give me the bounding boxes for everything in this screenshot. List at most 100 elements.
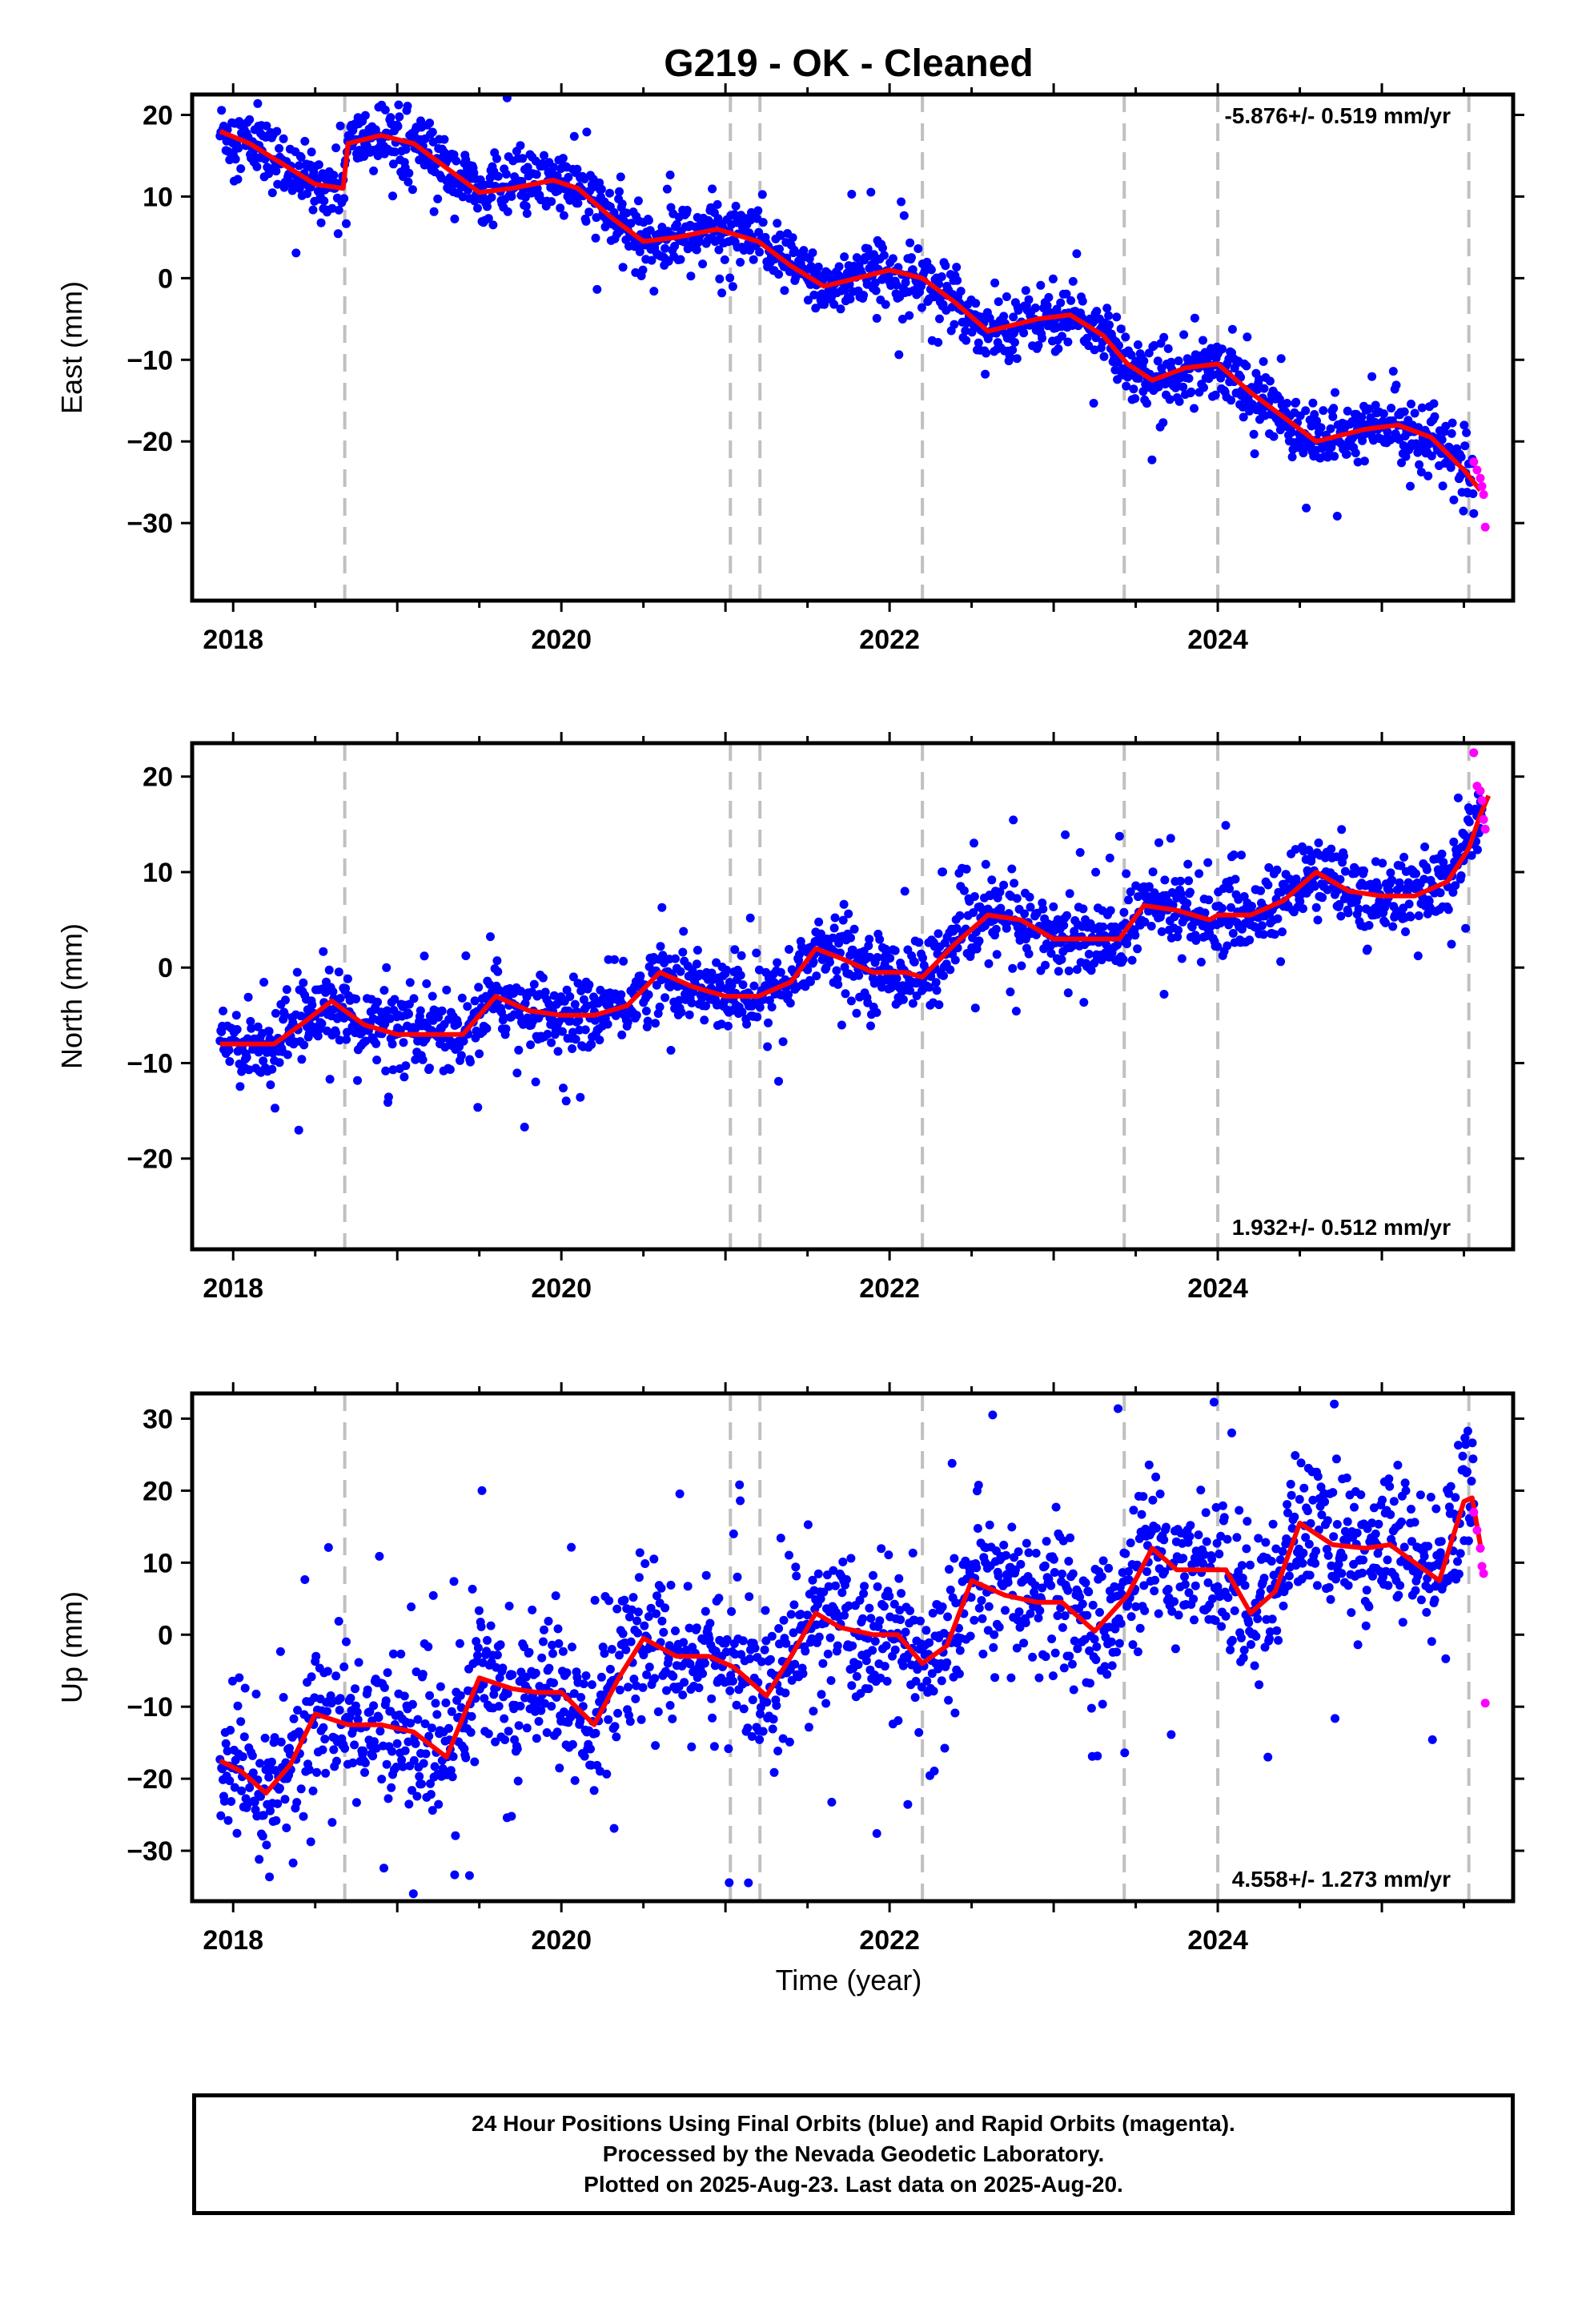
final-orbit-point xyxy=(788,233,797,243)
final-orbit-point xyxy=(425,119,435,128)
final-orbit-point xyxy=(400,1072,409,1082)
final-orbit-point xyxy=(1469,509,1479,518)
final-orbit-point xyxy=(581,1671,591,1680)
final-orbit-point xyxy=(1098,923,1108,931)
final-orbit-point xyxy=(348,1758,358,1767)
final-orbit-point xyxy=(682,206,692,215)
final-orbit-point xyxy=(292,967,302,977)
final-orbit-point xyxy=(1328,412,1338,421)
final-orbit-point xyxy=(522,209,532,219)
final-orbit-point xyxy=(1381,918,1390,927)
final-orbit-point xyxy=(755,1735,765,1744)
final-orbit-point xyxy=(565,992,575,1001)
final-orbit-point xyxy=(789,1600,799,1610)
final-orbit-point xyxy=(758,218,768,227)
final-orbit-point xyxy=(404,1799,414,1809)
final-orbit-point xyxy=(670,241,680,251)
final-orbit-point xyxy=(300,136,310,146)
final-orbit-point xyxy=(1416,468,1426,476)
rapid-orbit-point xyxy=(1477,796,1487,806)
final-orbit-point xyxy=(954,1669,964,1679)
final-orbit-point xyxy=(715,979,725,988)
final-orbit-point xyxy=(1157,927,1166,936)
final-orbit-point xyxy=(1064,1557,1074,1566)
final-orbit-point xyxy=(1351,865,1360,875)
final-orbit-point xyxy=(1089,399,1098,408)
final-orbit-point xyxy=(1358,436,1367,445)
final-orbit-point xyxy=(875,1616,885,1626)
final-orbit-point xyxy=(531,1077,540,1087)
final-orbit-point xyxy=(1353,457,1363,467)
final-orbit-point xyxy=(847,1681,857,1691)
final-orbit-point xyxy=(1180,1572,1189,1582)
final-orbit-point xyxy=(1054,344,1063,353)
final-orbit-point xyxy=(1152,1523,1161,1533)
final-orbit-point xyxy=(972,1563,982,1573)
final-orbit-point xyxy=(910,1693,920,1703)
final-orbit-point xyxy=(1008,345,1018,355)
final-orbit-point xyxy=(1387,875,1397,885)
final-orbit-point xyxy=(635,1548,644,1558)
final-orbit-point xyxy=(946,965,955,975)
final-orbit-point xyxy=(908,1548,917,1558)
final-orbit-point xyxy=(383,1794,393,1803)
final-orbit-point xyxy=(267,1757,276,1767)
final-orbit-point xyxy=(401,145,411,155)
final-orbit-point xyxy=(1199,1558,1207,1568)
final-orbit-point xyxy=(685,1010,694,1019)
final-orbit-point xyxy=(1299,904,1307,914)
final-orbit-point xyxy=(1371,400,1380,410)
final-orbit-point xyxy=(219,1006,228,1015)
final-orbit-point xyxy=(342,1637,351,1647)
final-orbit-point xyxy=(456,1051,466,1060)
final-orbit-point xyxy=(1066,1533,1075,1542)
final-orbit-point xyxy=(632,1681,641,1691)
final-orbit-point xyxy=(962,864,971,874)
final-orbit-point xyxy=(1104,1563,1114,1573)
final-orbit-point xyxy=(346,1694,355,1703)
final-orbit-point xyxy=(1014,1607,1024,1617)
final-orbit-point xyxy=(1059,921,1069,930)
final-orbit-point xyxy=(223,1747,232,1755)
final-orbit-point xyxy=(999,880,1009,890)
final-orbit-point xyxy=(1229,850,1239,859)
final-orbit-point xyxy=(1473,845,1482,854)
final-orbit-point xyxy=(334,205,343,215)
final-orbit-point xyxy=(283,1050,292,1059)
model-fit-line xyxy=(219,129,1483,493)
final-orbit-point xyxy=(870,278,880,287)
final-orbit-point xyxy=(1391,380,1401,390)
final-orbit-point xyxy=(776,967,785,977)
final-orbit-point xyxy=(399,1038,408,1047)
final-orbit-point xyxy=(553,1047,563,1056)
final-orbit-point xyxy=(403,102,412,111)
final-orbit-point xyxy=(470,1757,480,1767)
final-orbit-point xyxy=(955,1646,965,1655)
final-orbit-point xyxy=(938,1602,947,1611)
final-orbit-point xyxy=(1050,1648,1060,1658)
final-orbit-point xyxy=(1435,888,1445,898)
final-orbit-point xyxy=(484,214,493,223)
final-orbit-point xyxy=(700,1659,709,1668)
final-orbit-point xyxy=(881,300,890,309)
final-orbit-point xyxy=(914,938,924,947)
final-orbit-point xyxy=(1106,906,1115,915)
final-orbit-point xyxy=(952,263,962,272)
final-orbit-point xyxy=(1378,858,1387,868)
final-orbit-point xyxy=(547,197,556,207)
final-orbit-point xyxy=(441,1698,451,1707)
final-orbit-point xyxy=(335,1706,344,1715)
final-orbit-point xyxy=(1223,1534,1232,1544)
x-tick-label: 2020 xyxy=(531,1273,592,1304)
final-orbit-point xyxy=(1427,451,1436,460)
final-orbit-point xyxy=(1422,865,1431,875)
final-orbit-point xyxy=(678,1691,688,1699)
final-orbit-point xyxy=(569,1689,579,1699)
final-orbit-point xyxy=(549,163,558,172)
final-orbit-point xyxy=(786,1610,796,1619)
final-orbit-point xyxy=(1100,1662,1110,1671)
final-orbit-point xyxy=(260,1733,270,1743)
final-orbit-point xyxy=(859,291,869,300)
final-orbit-point xyxy=(562,985,572,995)
final-orbit-point xyxy=(676,967,685,976)
